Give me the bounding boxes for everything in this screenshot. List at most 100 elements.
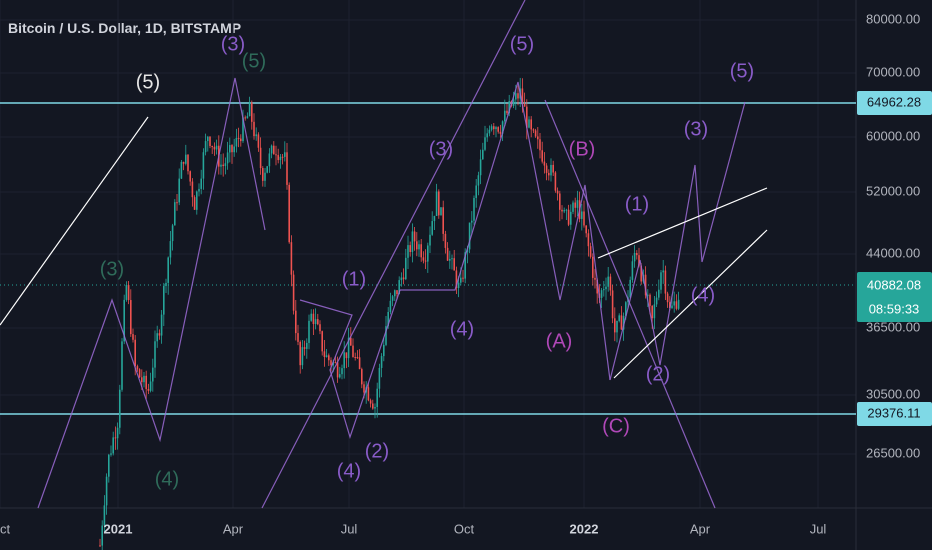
candle-body (292, 274, 295, 311)
candle-body (587, 233, 590, 247)
candle-body (565, 209, 568, 211)
candle-body (317, 319, 319, 325)
candle-body (354, 356, 356, 358)
candle-body (270, 145, 273, 154)
candle-body (169, 241, 172, 258)
resistance-badge: 64962.28 (867, 94, 921, 109)
candle-body (156, 333, 158, 342)
candle-body (402, 277, 405, 280)
candle-body (429, 234, 431, 246)
candle-body (671, 305, 673, 309)
candle-body (235, 137, 238, 147)
countdown-badge: 08:59:33 (869, 301, 920, 316)
x-tick-label: Oct (0, 521, 10, 536)
candle-body (405, 257, 407, 280)
candle-body (125, 285, 128, 300)
candle-body (554, 172, 557, 191)
candle-body (101, 525, 103, 546)
candle-body (400, 277, 403, 281)
candle-body (420, 244, 422, 258)
wave-label: (3) (429, 138, 453, 160)
candle-body (477, 175, 480, 186)
elliott-wave-line (261, 0, 526, 509)
candle-body (567, 209, 570, 225)
candle-body (433, 215, 436, 222)
candle-body (583, 211, 585, 226)
candle-body (495, 127, 497, 130)
resistance-badge-bg (857, 91, 932, 115)
candle-body (444, 233, 447, 248)
candle-body (537, 136, 539, 140)
candle-body (570, 211, 572, 225)
wave-label: (2) (646, 363, 670, 385)
candle-body (367, 387, 370, 401)
candle-body (193, 197, 196, 210)
candle-body (341, 368, 343, 375)
candle-body (600, 290, 603, 298)
candle-body (132, 334, 134, 340)
candle-body (339, 374, 341, 378)
candle-body (543, 161, 546, 166)
elliott-wave-line (37, 77, 266, 509)
chart-title: Bitcoin / U.S. Dollar, 1D, BITSTAMP (8, 20, 242, 36)
candle-body (541, 150, 543, 162)
candle-body (213, 146, 216, 150)
candle-body (523, 103, 526, 107)
candle-body (237, 137, 240, 139)
wave-label: (5) (730, 60, 754, 82)
x-tick-label: Apr (223, 521, 244, 536)
candle-body (407, 245, 409, 258)
candle-body (119, 389, 121, 428)
candle-body (264, 172, 266, 181)
candle-body (314, 319, 317, 325)
candle-body (141, 377, 143, 383)
current-price-badge: 40882.08 (867, 277, 921, 292)
candle-body (440, 207, 442, 216)
candle-body (257, 134, 260, 148)
candle-body (636, 253, 638, 256)
x-tick-label: Oct (454, 521, 475, 536)
candle-body (638, 255, 640, 266)
candle-body (411, 231, 414, 253)
candle-body (649, 294, 651, 306)
wave-label: (4) (450, 318, 474, 340)
candle-body (147, 388, 150, 391)
candle-body (460, 277, 462, 283)
candle-body (244, 117, 246, 119)
candle-body (356, 357, 359, 359)
elliott-wave-line (609, 101, 746, 381)
wave-label: (1) (625, 193, 649, 215)
candle-body (647, 294, 649, 296)
candle-body (620, 315, 623, 330)
candle-body (196, 191, 198, 210)
candle-body (277, 155, 279, 161)
candle-body (288, 184, 290, 243)
wave-label: (2) (365, 440, 389, 462)
candle-body (152, 367, 154, 382)
candle-body (561, 209, 563, 212)
candle-body (290, 242, 293, 275)
candle-body (347, 337, 350, 359)
candle-body (581, 211, 583, 219)
candle-body (484, 137, 486, 150)
candle-body (99, 545, 101, 547)
candle-body (501, 121, 504, 134)
candle-body (134, 339, 136, 367)
candle-body (499, 131, 502, 134)
candle-body (108, 454, 110, 477)
candle-body (435, 191, 438, 216)
wave-label: (4) (155, 468, 179, 490)
wave-label: (4) (691, 284, 715, 306)
candle-body (160, 314, 163, 336)
candle-body (374, 406, 376, 409)
candle-body (585, 225, 587, 234)
candle-body (187, 154, 189, 172)
current-price-badge-bg (857, 272, 932, 322)
y-tick-label: 80000.00 (866, 11, 920, 26)
candle-body (171, 225, 174, 242)
candle-body (431, 221, 433, 235)
candle-body (640, 265, 642, 282)
candle-body (475, 185, 477, 198)
wave-label: (5) (510, 33, 534, 55)
